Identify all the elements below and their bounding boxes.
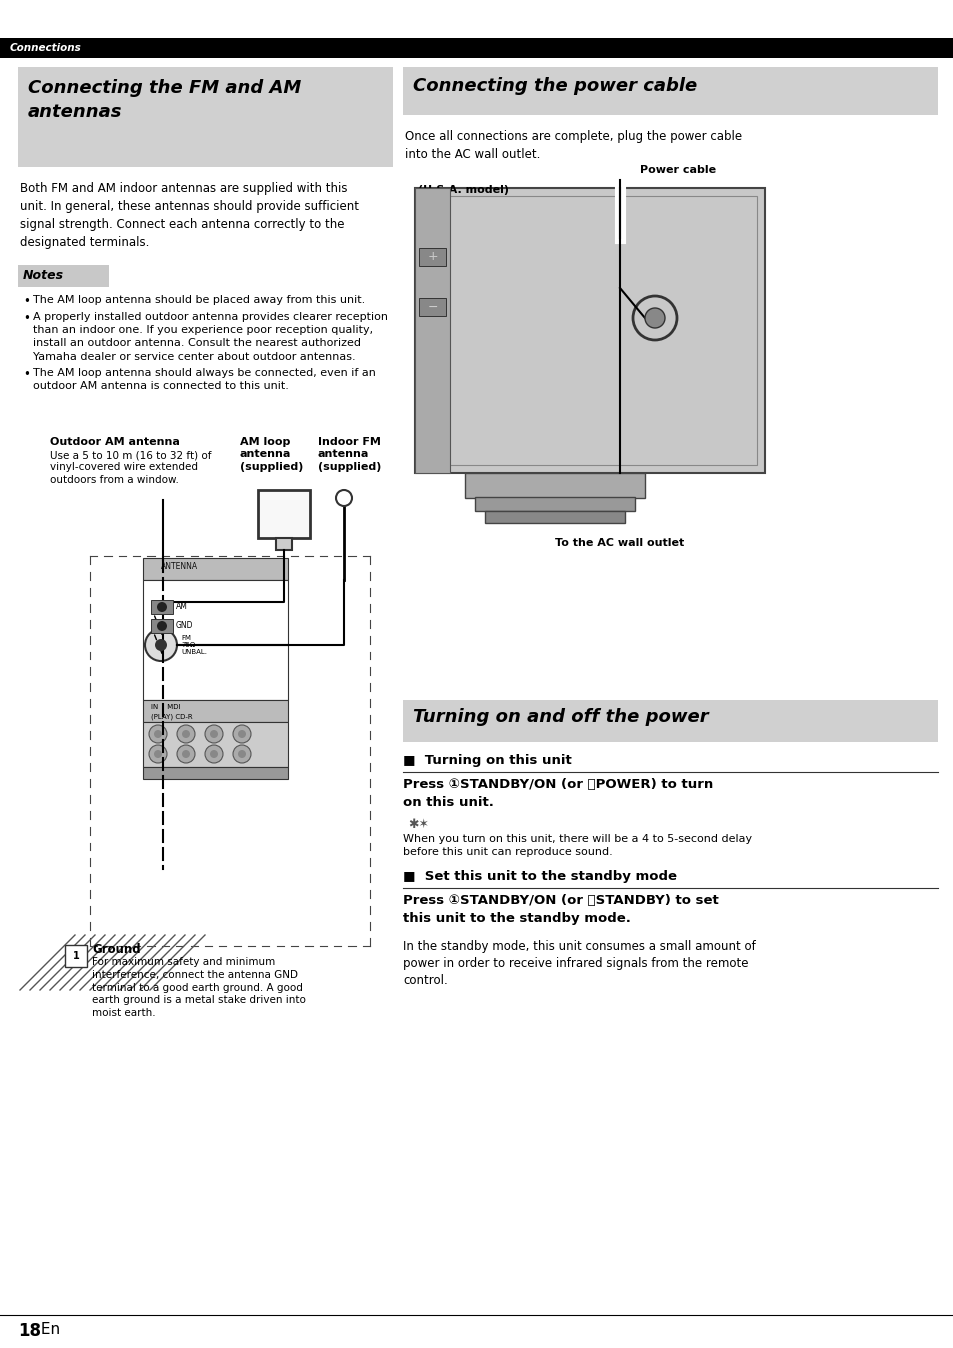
- Text: Indoor FM
antenna
(supplied): Indoor FM antenna (supplied): [317, 437, 381, 472]
- Text: ■  Set this unit to the standby mode: ■ Set this unit to the standby mode: [402, 869, 677, 883]
- Text: A properly installed outdoor antenna provides clearer reception
than an indoor o: A properly installed outdoor antenna pro…: [33, 311, 388, 361]
- Bar: [464, 473, 644, 497]
- Text: 1: 1: [72, 950, 79, 961]
- Circle shape: [205, 745, 223, 763]
- Bar: [402, 700, 937, 741]
- Bar: [418, 298, 446, 315]
- Circle shape: [149, 745, 167, 763]
- Text: ✱✶: ✱✶: [408, 818, 429, 830]
- Bar: [422, 195, 757, 465]
- Text: AM: AM: [175, 603, 188, 611]
- Text: En: En: [36, 1322, 60, 1337]
- Text: To the AC wall outlet: To the AC wall outlet: [555, 538, 684, 549]
- Text: Press ①STANDBY/ON (or ⓂSTANDBY) to set
this unit to the standby mode.: Press ①STANDBY/ON (or ⓂSTANDBY) to set t…: [402, 894, 718, 925]
- Text: In the standby mode, this unit consumes a small amount of
power in order to rece: In the standby mode, this unit consumes …: [402, 940, 755, 987]
- Circle shape: [145, 630, 177, 661]
- Bar: [475, 497, 635, 511]
- Bar: [418, 248, 446, 266]
- Text: (PLAY) CD-R: (PLAY) CD-R: [151, 713, 193, 720]
- Circle shape: [210, 731, 218, 737]
- Text: +: +: [427, 251, 437, 263]
- Bar: [18, 266, 109, 287]
- Text: Connecting the FM and AM
antennas: Connecting the FM and AM antennas: [28, 80, 301, 120]
- Circle shape: [149, 725, 167, 743]
- Circle shape: [157, 603, 167, 612]
- Text: Outdoor AM antenna: Outdoor AM antenna: [50, 437, 180, 448]
- Text: GND: GND: [175, 621, 193, 630]
- Circle shape: [182, 731, 190, 737]
- Bar: [415, 187, 764, 473]
- Text: Connections: Connections: [10, 43, 82, 53]
- Text: The AM loop antenna should always be connected, even if an
outdoor AM antenna is: The AM loop antenna should always be con…: [33, 368, 375, 391]
- Text: Notes: Notes: [23, 270, 64, 282]
- Bar: [415, 187, 450, 473]
- Text: •: •: [23, 368, 30, 381]
- Text: When you turn on this unit, there will be a 4 to 5-second delay
before this unit: When you turn on this unit, there will b…: [402, 834, 751, 857]
- Bar: [402, 67, 937, 115]
- Circle shape: [205, 725, 223, 743]
- Circle shape: [153, 731, 162, 737]
- Text: Press ①STANDBY/ON (or ⓁPOWER) to turn
on this unit.: Press ①STANDBY/ON (or ⓁPOWER) to turn on…: [402, 778, 713, 809]
- Circle shape: [237, 731, 246, 737]
- Circle shape: [644, 307, 664, 328]
- Text: IN    MDI: IN MDI: [151, 704, 180, 710]
- Text: •: •: [23, 295, 30, 307]
- Circle shape: [157, 621, 167, 631]
- Circle shape: [177, 745, 194, 763]
- Text: (U.S.A. model): (U.S.A. model): [417, 185, 509, 195]
- Text: Ground: Ground: [91, 944, 140, 956]
- Bar: [151, 619, 172, 634]
- Bar: [151, 600, 172, 613]
- Circle shape: [210, 749, 218, 758]
- Circle shape: [182, 749, 190, 758]
- Bar: [65, 945, 87, 967]
- Bar: [18, 67, 393, 167]
- Bar: [484, 511, 624, 523]
- Text: FM
75Ω
UNBAL.: FM 75Ω UNBAL.: [181, 635, 207, 655]
- Bar: [143, 580, 288, 700]
- Text: ANTENNA: ANTENNA: [161, 562, 198, 572]
- Bar: [257, 491, 310, 538]
- Circle shape: [177, 725, 194, 743]
- Bar: [143, 558, 288, 580]
- Circle shape: [153, 749, 162, 758]
- Text: •: •: [23, 311, 30, 325]
- Text: Once all connections are complete, plug the power cable
into the AC wall outlet.: Once all connections are complete, plug …: [405, 129, 741, 160]
- Text: Power cable: Power cable: [639, 164, 716, 175]
- Text: AM loop
antenna
(supplied): AM loop antenna (supplied): [240, 437, 303, 472]
- Bar: [143, 723, 288, 767]
- Bar: [143, 767, 288, 779]
- Text: Turning on and off the power: Turning on and off the power: [413, 708, 708, 727]
- Bar: [143, 700, 288, 723]
- Bar: [275, 538, 292, 550]
- Text: ■  Turning on this unit: ■ Turning on this unit: [402, 754, 571, 767]
- Circle shape: [233, 725, 251, 743]
- Text: Use a 5 to 10 m (16 to 32 ft) of
vinyl-covered wire extended
outdoors from a win: Use a 5 to 10 m (16 to 32 ft) of vinyl-c…: [50, 450, 212, 485]
- Text: For maximum safety and minimum
interference, connect the antenna GND
terminal to: For maximum safety and minimum interfere…: [91, 957, 306, 1018]
- Bar: [0, 38, 953, 58]
- Circle shape: [335, 491, 352, 506]
- Text: 18: 18: [18, 1322, 41, 1340]
- Text: The AM loop antenna should be placed away from this unit.: The AM loop antenna should be placed awa…: [33, 295, 365, 305]
- Text: Both FM and AM indoor antennas are supplied with this
unit. In general, these an: Both FM and AM indoor antennas are suppl…: [20, 182, 358, 249]
- Text: Connecting the power cable: Connecting the power cable: [413, 77, 697, 94]
- Circle shape: [154, 639, 167, 651]
- Circle shape: [233, 745, 251, 763]
- Text: −: −: [427, 301, 437, 314]
- Circle shape: [237, 749, 246, 758]
